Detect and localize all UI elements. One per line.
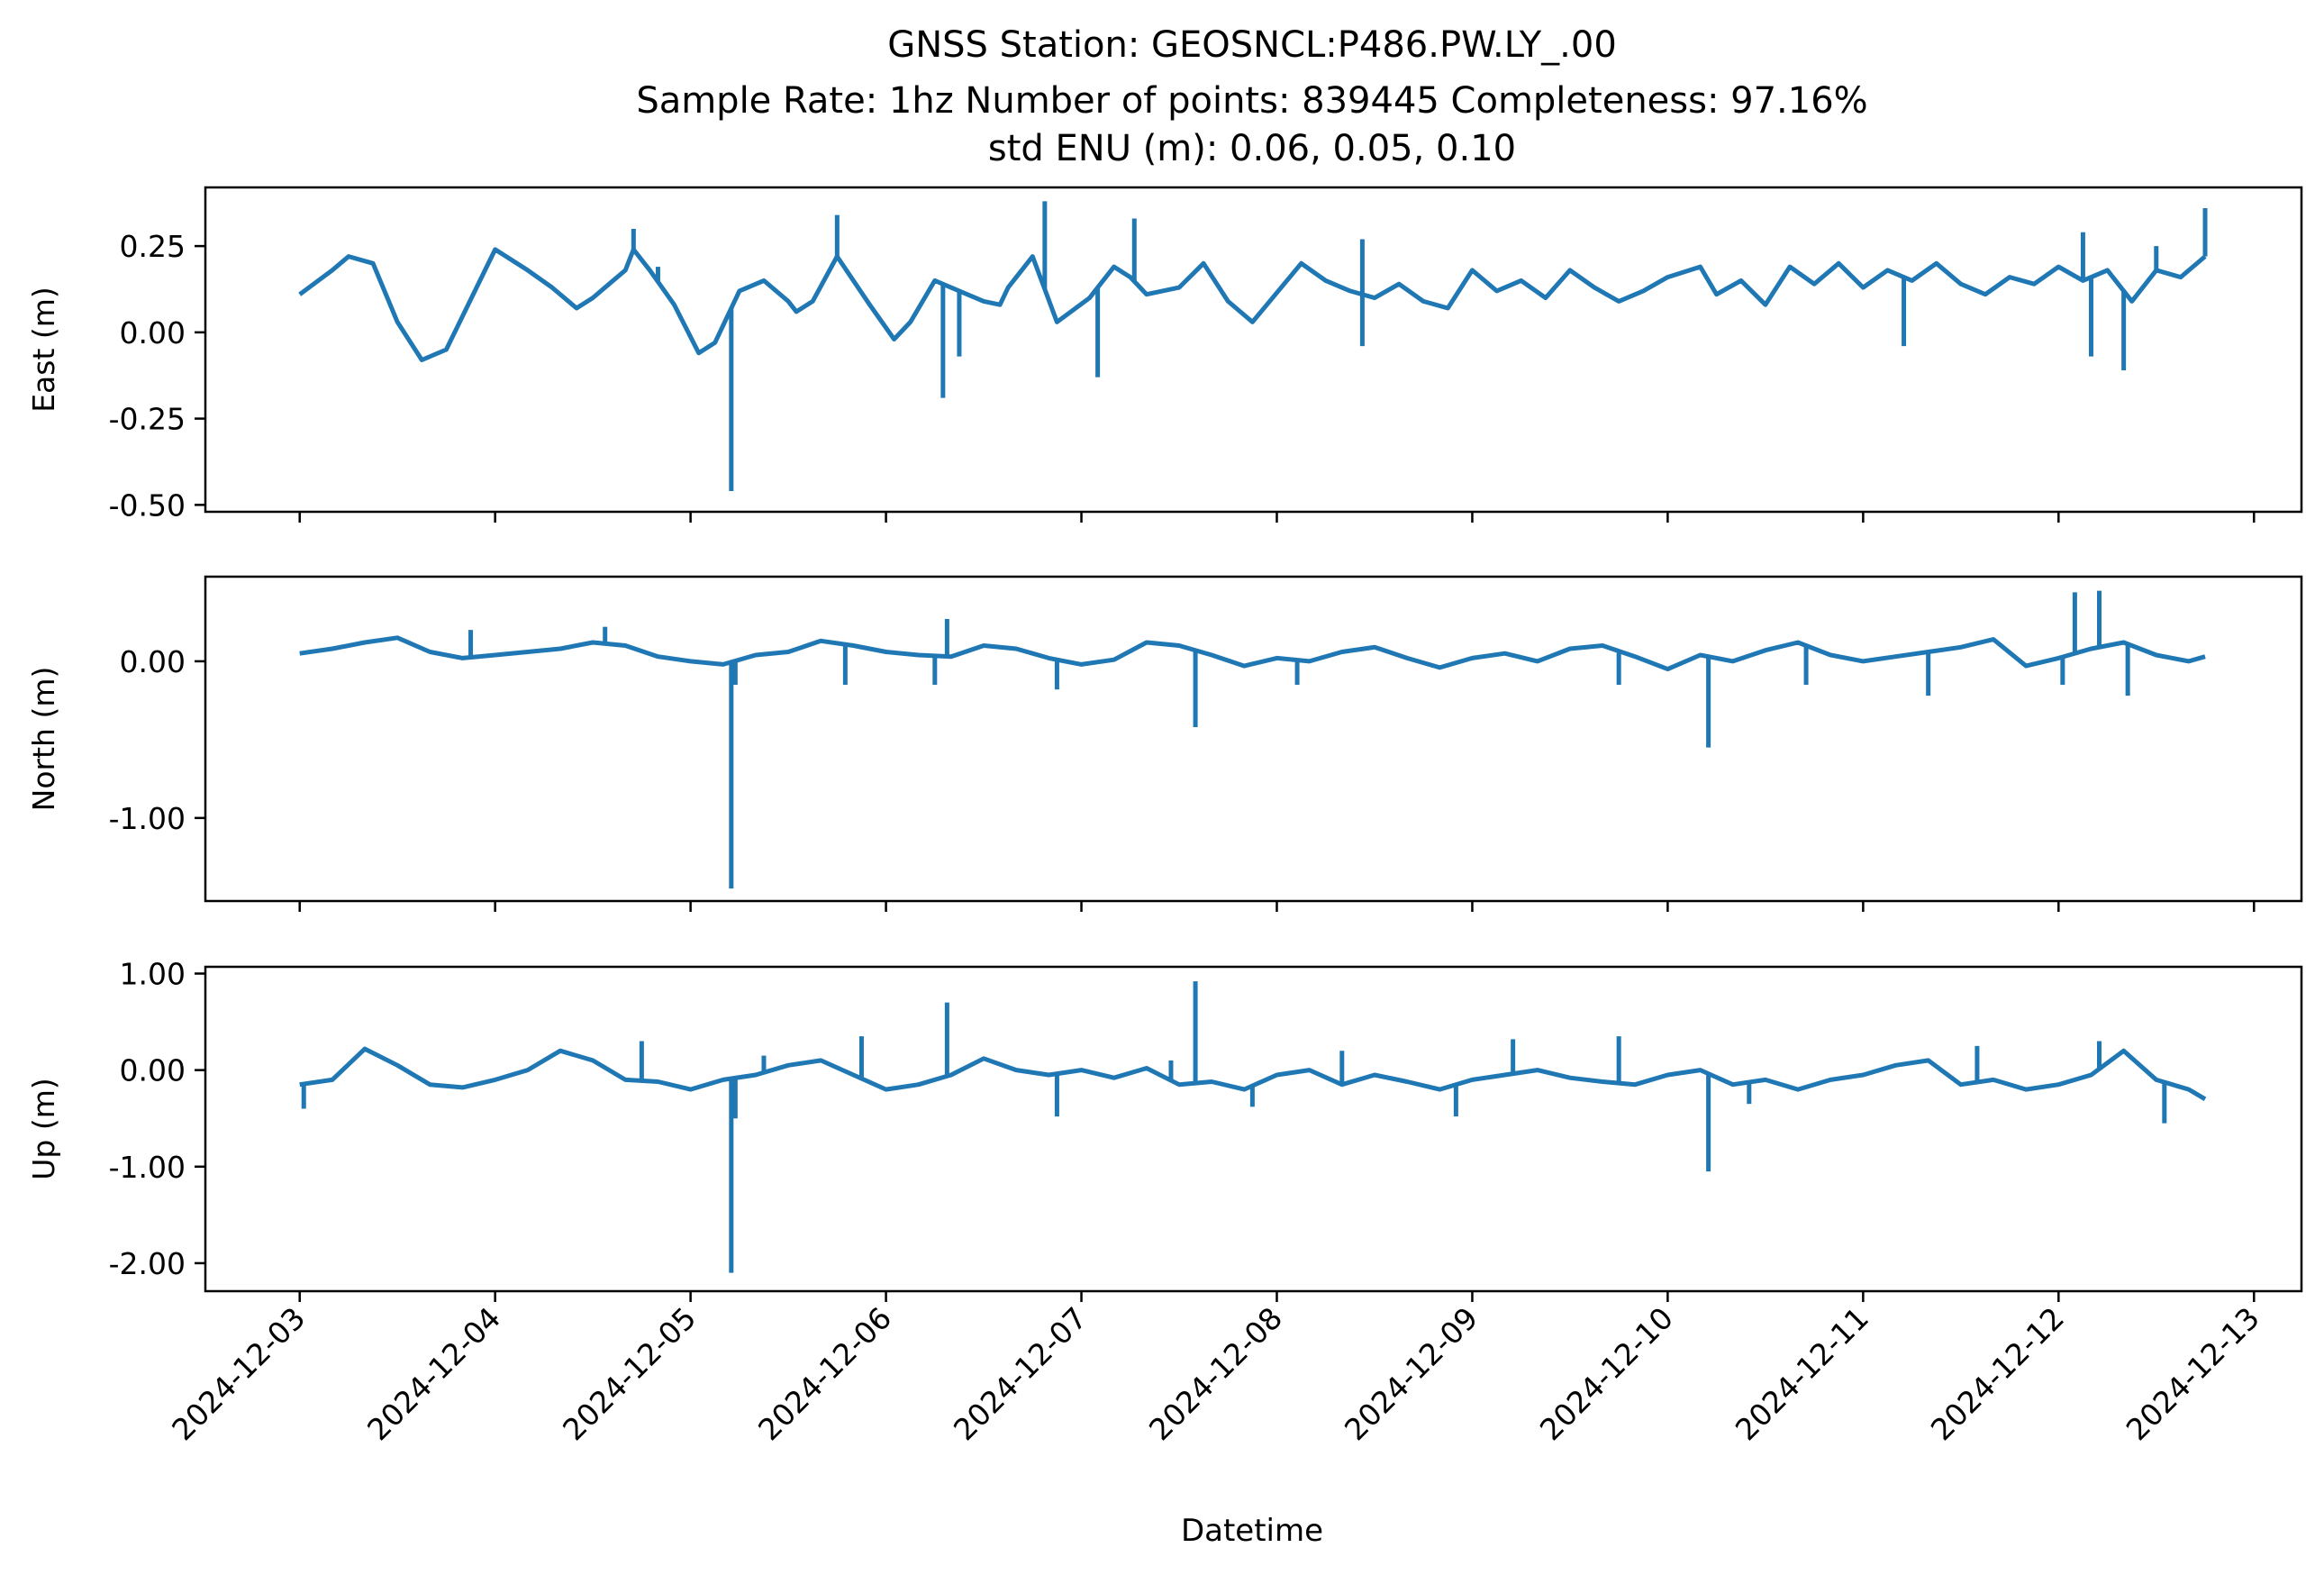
- up-panel: 1.00 0.00 -1.00 -2.00 Up (m): [26, 957, 2303, 1293]
- series-line: [298, 247, 2207, 362]
- x-axis-label: Datetime: [1181, 1513, 1323, 1549]
- series-line: [299, 1046, 2207, 1101]
- y-tick-label: 0.25: [120, 229, 186, 264]
- y-tick-label: -1.00: [109, 1150, 186, 1185]
- series-line: [299, 635, 2206, 672]
- y-axis-label: Up (m): [26, 1078, 61, 1180]
- y-axis-label: North (m): [26, 667, 61, 812]
- y-tick-label: 0.00: [120, 1053, 186, 1088]
- y-tick-label: -1.00: [109, 801, 186, 836]
- title-line-3: std ENU (m): 0.06, 0.05, 0.10: [988, 128, 1516, 169]
- y-tick-label: -0.25: [109, 402, 186, 437]
- east-panel: 0.25 0.00 -0.25 -0.50 East (m): [26, 186, 2303, 523]
- title-line-2: Sample Rate: 1hz Number of points: 83944…: [636, 80, 1867, 122]
- y-tick-label: 0.00: [120, 315, 186, 351]
- axes-frame: [204, 575, 2303, 903]
- north-panel: 0.00 -1.00 North (m): [26, 575, 2303, 903]
- y-axis-label: East (m): [26, 287, 61, 413]
- axes-frame: [204, 186, 2303, 514]
- axes-frame: [204, 965, 2303, 1293]
- y-tick-label: -0.50: [109, 487, 186, 523]
- title-line-1: GNSS Station: GEOSNCL:P486.PW.LY_.00: [887, 24, 1617, 66]
- y-tick-label: 0.00: [120, 644, 186, 679]
- y-tick-label: -2.00: [109, 1246, 186, 1281]
- y-tick-label: 1.00: [120, 957, 186, 992]
